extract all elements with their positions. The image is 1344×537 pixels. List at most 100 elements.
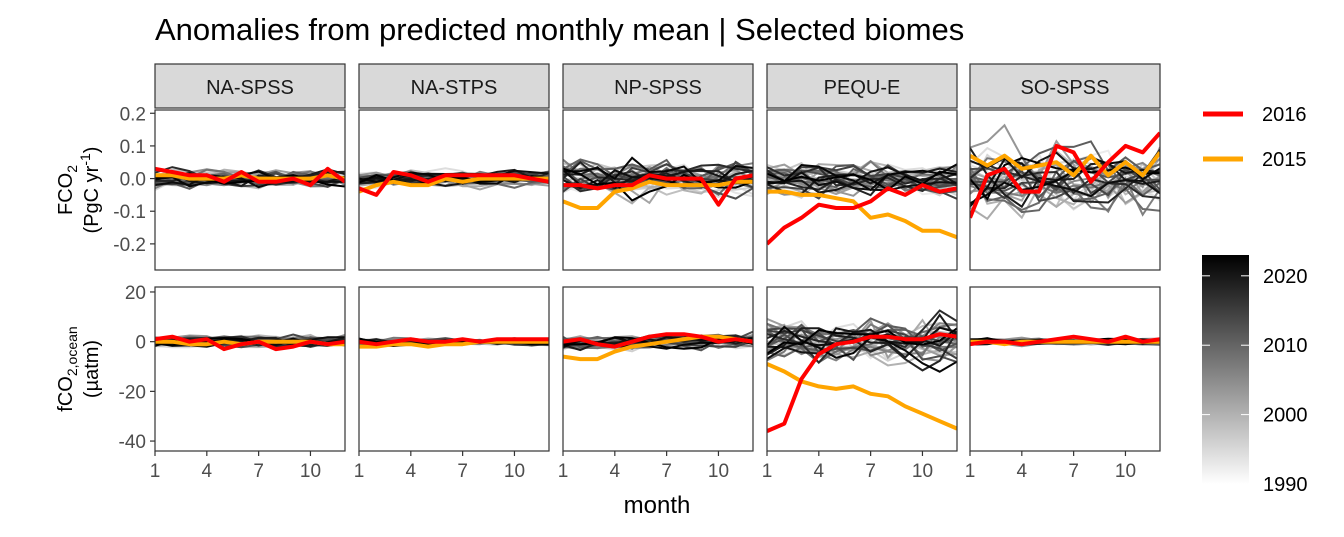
line-2016 <box>155 334 345 352</box>
line-2015 <box>970 339 1160 347</box>
colorbar-label: 1990 <box>1263 474 1308 496</box>
x-tick-label: 7 <box>661 461 672 482</box>
year-line-2022 <box>767 163 957 192</box>
colorbar-label: 2010 <box>1263 335 1308 357</box>
facet-label: SO-SPSS <box>1021 77 1110 99</box>
line-2015 <box>767 362 957 431</box>
line-2015 <box>970 151 1160 178</box>
year-line-2021 <box>563 169 753 188</box>
panel-border <box>562 109 754 271</box>
x-tick-label: 7 <box>865 461 876 482</box>
panel-border <box>358 109 550 271</box>
series-lines <box>155 333 345 352</box>
line-2016 <box>359 170 549 197</box>
y-tick-label: -0.1 <box>113 202 146 223</box>
colorbar: 2020 2010 2000 1990 <box>1202 255 1308 496</box>
line-2016 <box>563 173 753 207</box>
plot-panel <box>767 287 957 451</box>
panel-border <box>154 286 346 452</box>
facet-strip <box>154 63 346 109</box>
line-2015 <box>563 334 753 362</box>
x-tick-label: 7 <box>457 461 468 482</box>
line-2016 <box>767 332 957 433</box>
y-tick-label: -20 <box>119 382 146 403</box>
series-lines <box>970 123 1160 221</box>
line-2015 <box>767 189 957 240</box>
year-line-2022 <box>563 156 753 184</box>
line-2016 <box>155 166 345 188</box>
x-tick-label: 1 <box>558 461 569 482</box>
x-tick-label: 4 <box>202 461 213 482</box>
line-2015 <box>359 176 549 194</box>
y-tick-label: -0.2 <box>113 235 146 256</box>
line-2015 <box>563 179 753 210</box>
y-tick-label: 0.0 <box>120 170 146 191</box>
x-tick-label: 1 <box>965 461 976 482</box>
panel-border <box>154 109 346 271</box>
facet-strip <box>766 63 958 109</box>
colorbar-label: 2000 <box>1263 405 1308 427</box>
legend-label-2015: 2015 <box>1262 149 1307 171</box>
y-axis-titles: FCO2 (PgC yr-1) fCO2,ocean (µatm) <box>55 147 103 412</box>
x-tick-label: 1 <box>150 461 161 482</box>
line-2016 <box>767 183 957 246</box>
colorbar-gradient <box>1202 255 1249 484</box>
panel-border <box>358 286 550 452</box>
year-line-2013 <box>970 169 1160 203</box>
plot-panel <box>359 287 549 451</box>
y-tick-label: -40 <box>119 432 146 453</box>
line-2016 <box>970 334 1160 347</box>
year-line-2023 <box>767 170 957 192</box>
panel-border <box>969 286 1161 452</box>
x-tick-label: 1 <box>354 461 365 482</box>
x-tick-label: 10 <box>300 461 321 482</box>
facet-label: NA-STPS <box>411 77 498 99</box>
panel-border <box>969 109 1161 271</box>
year-line-2021 <box>970 158 1160 208</box>
line-2016 <box>359 337 549 347</box>
year-line-2014 <box>970 166 1160 200</box>
chart-title: Anomalies from predicted monthly mean | … <box>155 12 964 47</box>
y-tick-label: 0.2 <box>120 104 146 125</box>
year-line-2023 <box>563 167 753 202</box>
year-line-2010 <box>970 140 1160 189</box>
facet-strip <box>969 63 1161 109</box>
x-tick-label: 7 <box>253 461 264 482</box>
y-tick-label: 0 <box>135 333 146 354</box>
y-tick-label: 0.1 <box>120 137 146 158</box>
colorbar-label: 2020 <box>1263 266 1308 288</box>
series-lines <box>563 330 753 362</box>
y-axis-title-fco2: FCO2 <box>55 165 80 215</box>
panel-border <box>562 286 754 452</box>
series-lines <box>767 159 957 246</box>
x-tick-label: 4 <box>406 461 417 482</box>
panel-border <box>766 109 958 271</box>
plot-panel <box>359 110 549 270</box>
line-2015 <box>359 339 549 349</box>
x-tick-label: 4 <box>814 461 825 482</box>
year-line-2004 <box>970 161 1160 195</box>
x-tick-label: 10 <box>912 461 933 482</box>
x-tick-label: 4 <box>610 461 621 482</box>
plot-panel <box>155 110 345 270</box>
series-lines <box>970 334 1160 348</box>
x-tick-label: 10 <box>708 461 729 482</box>
x-tick-label: 10 <box>1115 461 1136 482</box>
panel-border <box>766 286 958 452</box>
y-axis-unit-fco2: (PgC yr-1) <box>77 147 103 234</box>
x-tick-label: 1 <box>762 461 773 482</box>
year-line-2011 <box>767 323 957 353</box>
x-tick-label: 4 <box>1017 461 1028 482</box>
series-lines <box>563 156 753 210</box>
year-line-2018 <box>970 149 1160 206</box>
legend: 2016 2015 <box>1203 104 1307 171</box>
series-lines <box>767 309 957 433</box>
facet-label: NP-SPSS <box>614 77 702 99</box>
year-line-2023 <box>767 327 957 355</box>
facet-label: NA-SPSS <box>206 77 294 99</box>
facet-strip <box>562 63 754 109</box>
plot-panel <box>563 287 753 451</box>
facet-strip <box>358 63 550 109</box>
